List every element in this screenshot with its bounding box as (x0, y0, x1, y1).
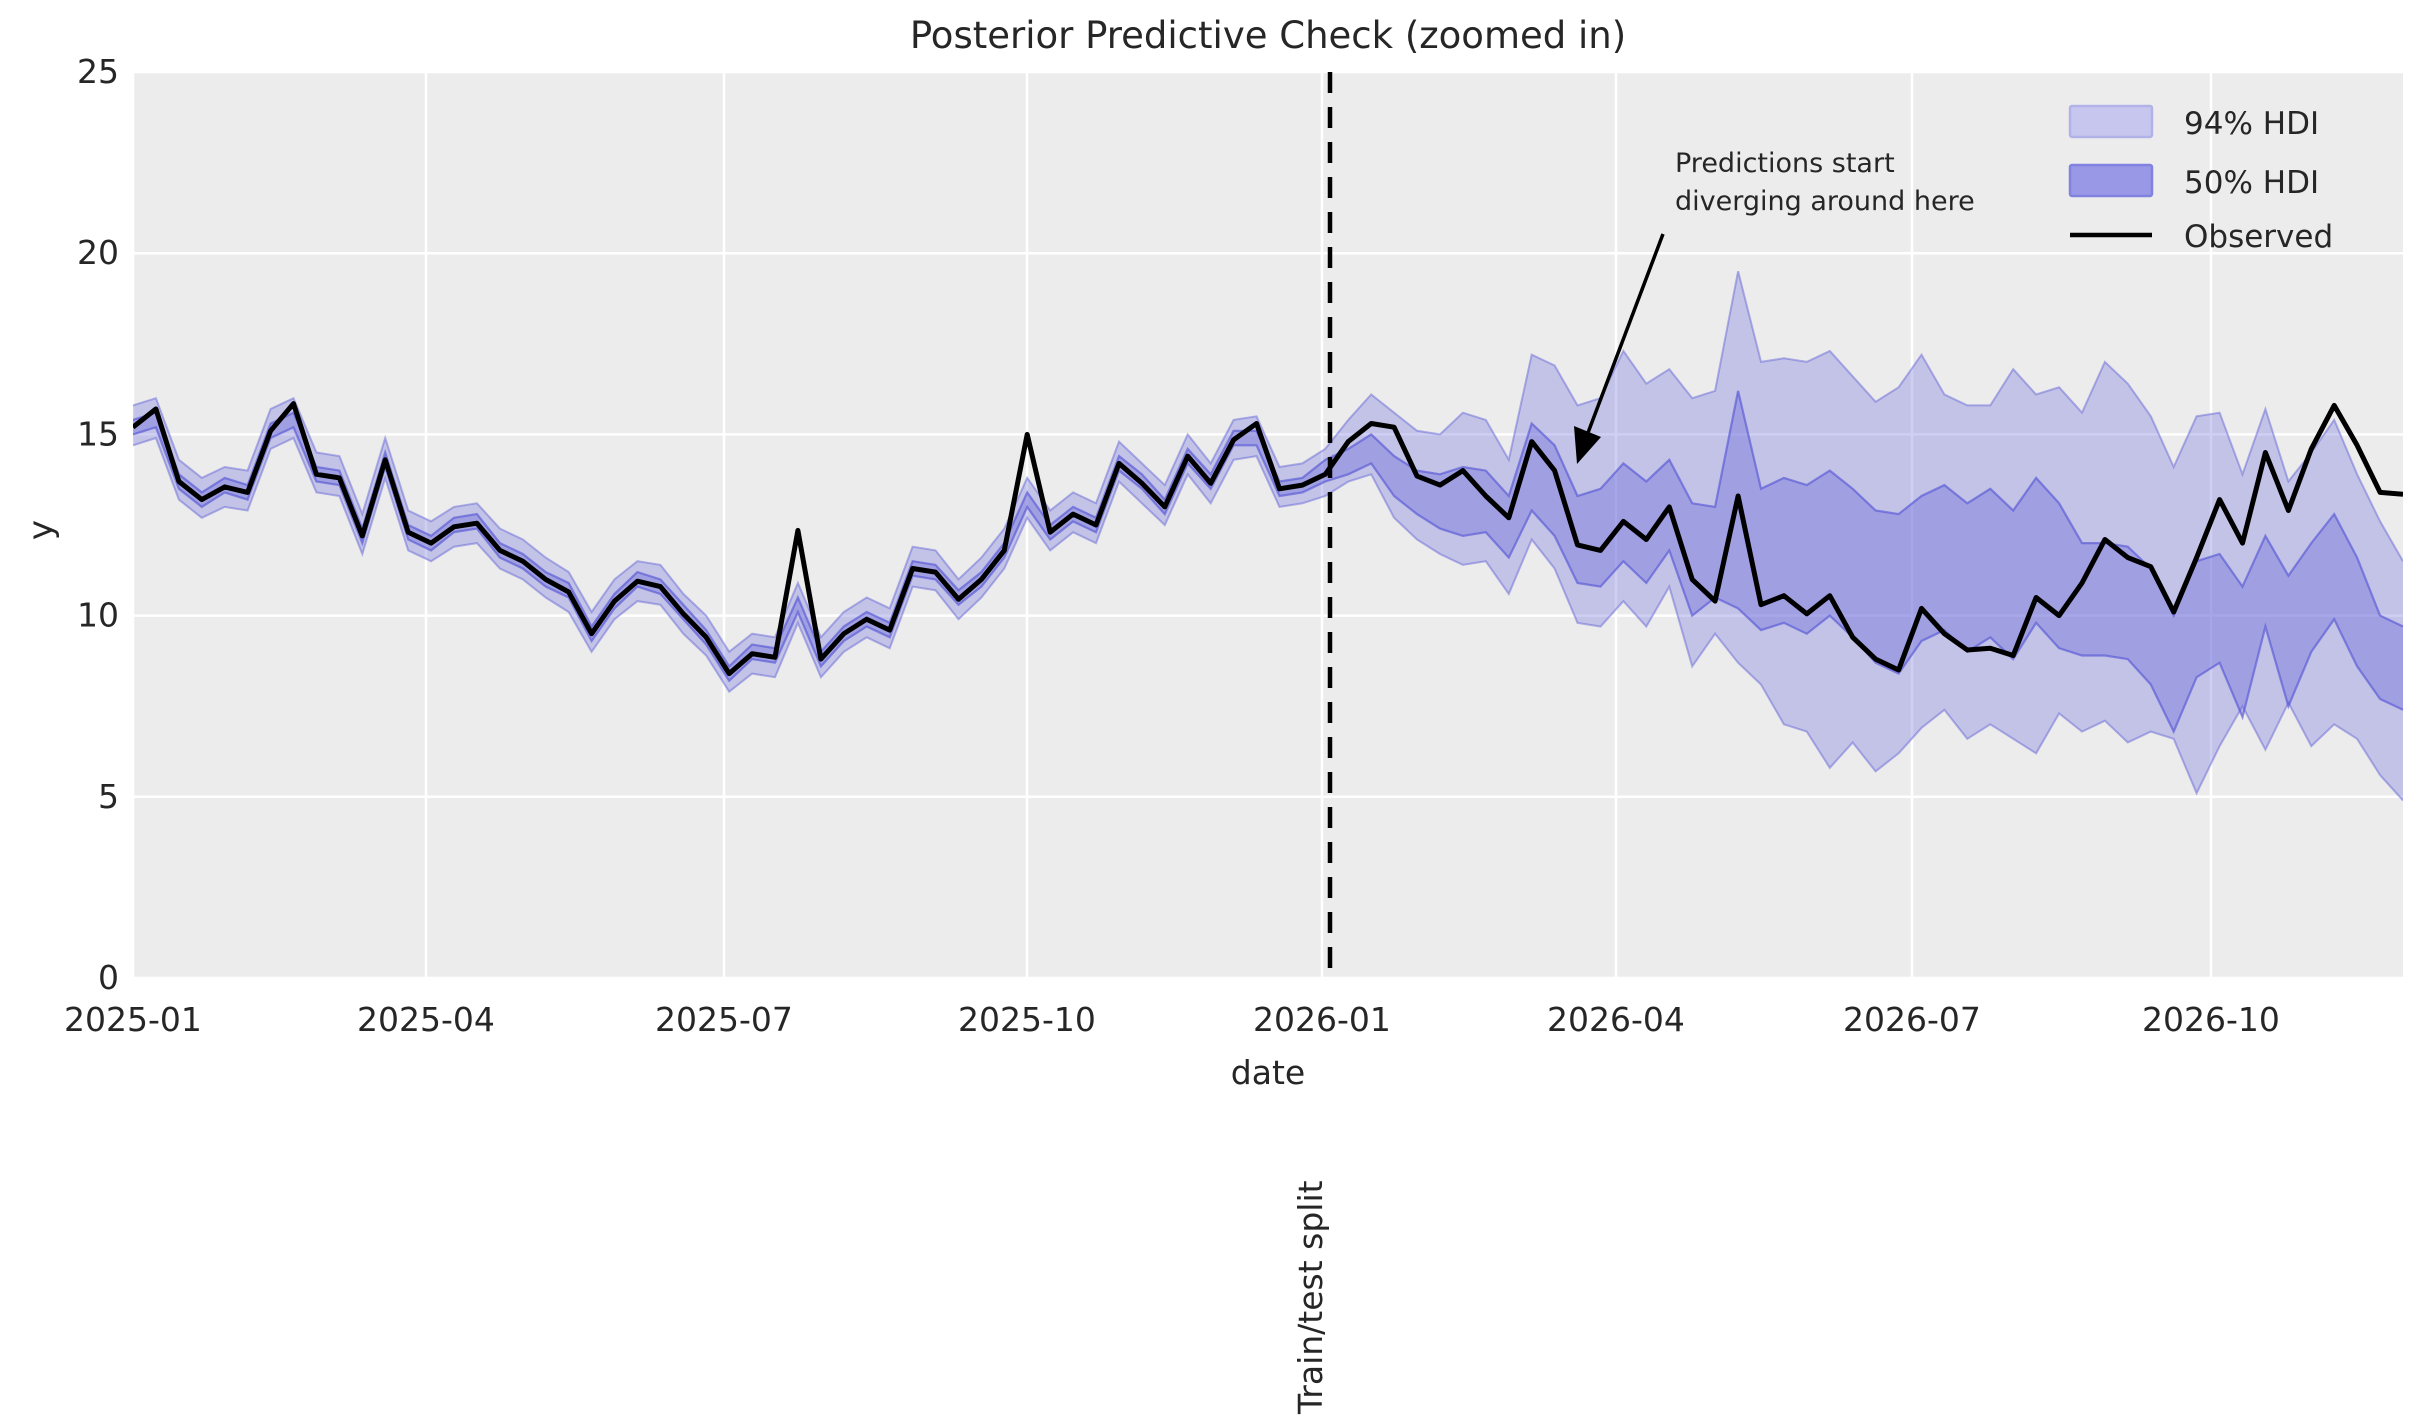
legend-label-observed: Observed (2184, 219, 2333, 255)
x-axis-label: date (1231, 1053, 1305, 1092)
annotation-line1: Predictions start (1675, 148, 1895, 179)
x-tick-label: 2026-10 (2142, 1000, 2280, 1039)
hdi-94-band (133, 271, 2403, 801)
legend-swatch-94-hdi (2068, 104, 2154, 139)
legend-label-94-hdi: 94% HDI (2184, 106, 2319, 142)
x-tick-label: 2025-07 (655, 1000, 793, 1039)
x-tick-label: 2025-04 (357, 1000, 495, 1039)
legend-label-50-hdi: 50% HDI (2184, 165, 2319, 201)
plot-area (133, 72, 2403, 978)
x-tick-label: 2026-01 (1253, 1000, 1391, 1039)
annotation-arrow (1574, 233, 1665, 464)
x-tick-label: 2026-04 (1547, 1000, 1685, 1039)
y-tick-label: 15 (77, 414, 119, 453)
hdi-94-lower-edge (133, 436, 2403, 802)
x-tick-label: 2025-10 (958, 1000, 1096, 1039)
train-test-split-label: Train/test split (1291, 1180, 1330, 1415)
y-tick-label: 25 (77, 52, 119, 91)
y-tick-label: 5 (98, 777, 119, 816)
y-tick-label: 0 (98, 958, 119, 997)
observed-line (133, 401, 2403, 677)
tick-labels: 0 5 10 15 20 25 2025-01 2025-04 2025-07 2025-10 20… (64, 52, 2280, 1039)
x-tick-label: 2026-07 (1843, 1000, 1981, 1039)
chart-title: Posterior Predictive Check (zoomed in) (910, 14, 1626, 57)
hdi-50-lower-edge (133, 425, 2403, 735)
series-layer (133, 271, 2403, 802)
hdi-94-upper-edge (133, 271, 2403, 654)
legend-swatch-50-hdi (2068, 163, 2154, 198)
y-tick-label: 10 (77, 596, 119, 635)
y-tick-label: 20 (77, 233, 119, 272)
y-axis-label: y (21, 520, 61, 540)
annotation-line2: diverging around here (1675, 186, 1975, 217)
legend: 94% HDI 50% HDI Observed (2068, 104, 2333, 255)
gridlines (131, 70, 2403, 980)
x-tick-label: 2025-01 (64, 1000, 202, 1039)
